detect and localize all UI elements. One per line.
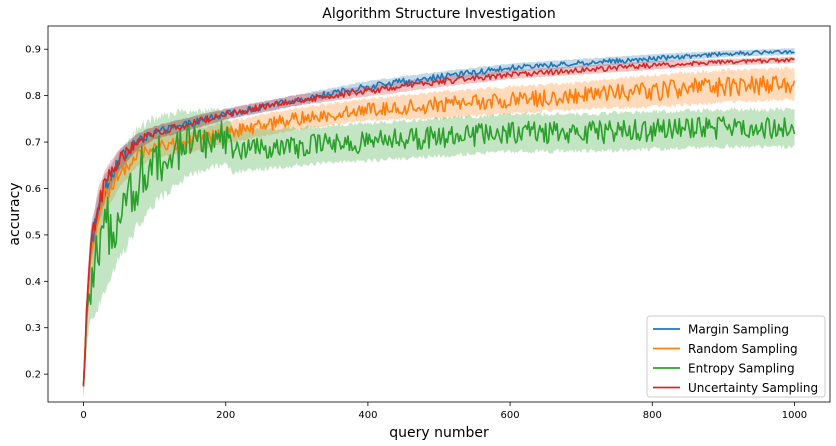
x-tick-label: 600 bbox=[501, 410, 520, 421]
y-tick-label: 0.6 bbox=[25, 184, 41, 195]
y-axis-label: accuracy bbox=[7, 182, 23, 245]
y-axis-ticks: 0.2 0.3 0.4 0.5 0.6 0.7 0.8 0.9 bbox=[25, 45, 48, 381]
legend: Margin Sampling Random Sampling Entropy Sa… bbox=[646, 315, 826, 398]
y-tick-label: 0.7 bbox=[25, 138, 41, 149]
x-axis-ticks: 0 200 400 600 800 1000 bbox=[80, 402, 807, 421]
entropy-sampling-band bbox=[83, 107, 795, 399]
chart-title: Algorithm Structure Investigation bbox=[322, 6, 555, 22]
x-tick-label: 400 bbox=[358, 410, 377, 421]
x-axis-label: query number bbox=[389, 425, 489, 441]
x-tick-label: 1000 bbox=[782, 410, 807, 421]
y-tick-label: 0.9 bbox=[25, 45, 41, 56]
y-tick-label: 0.2 bbox=[25, 370, 41, 381]
random-sampling-line bbox=[82, 75, 796, 386]
legend-label-entropy: Entropy Sampling bbox=[688, 362, 795, 376]
confidence-bands bbox=[83, 48, 795, 399]
y-tick-label: 0.8 bbox=[25, 91, 41, 102]
legend-box bbox=[646, 315, 826, 398]
legend-label-random: Random Sampling bbox=[688, 342, 798, 356]
legend-label-margin: Margin Sampling bbox=[688, 323, 789, 337]
series-lines bbox=[82, 49, 796, 387]
x-tick-label: 800 bbox=[643, 410, 662, 421]
uncertainty-sampling-line bbox=[82, 57, 795, 386]
margin-sampling-line bbox=[82, 49, 795, 387]
y-tick-label: 0.3 bbox=[25, 323, 41, 334]
y-tick-label: 0.4 bbox=[25, 277, 41, 288]
x-tick-label: 0 bbox=[80, 410, 86, 421]
legend-label-uncertainty: Uncertainty Sampling bbox=[688, 381, 818, 395]
x-tick-label: 200 bbox=[216, 410, 235, 421]
random-sampling-band bbox=[83, 66, 795, 396]
y-tick-label: 0.5 bbox=[25, 230, 41, 241]
entropy-sampling-line bbox=[82, 116, 796, 385]
plot-frame bbox=[47, 25, 831, 403]
